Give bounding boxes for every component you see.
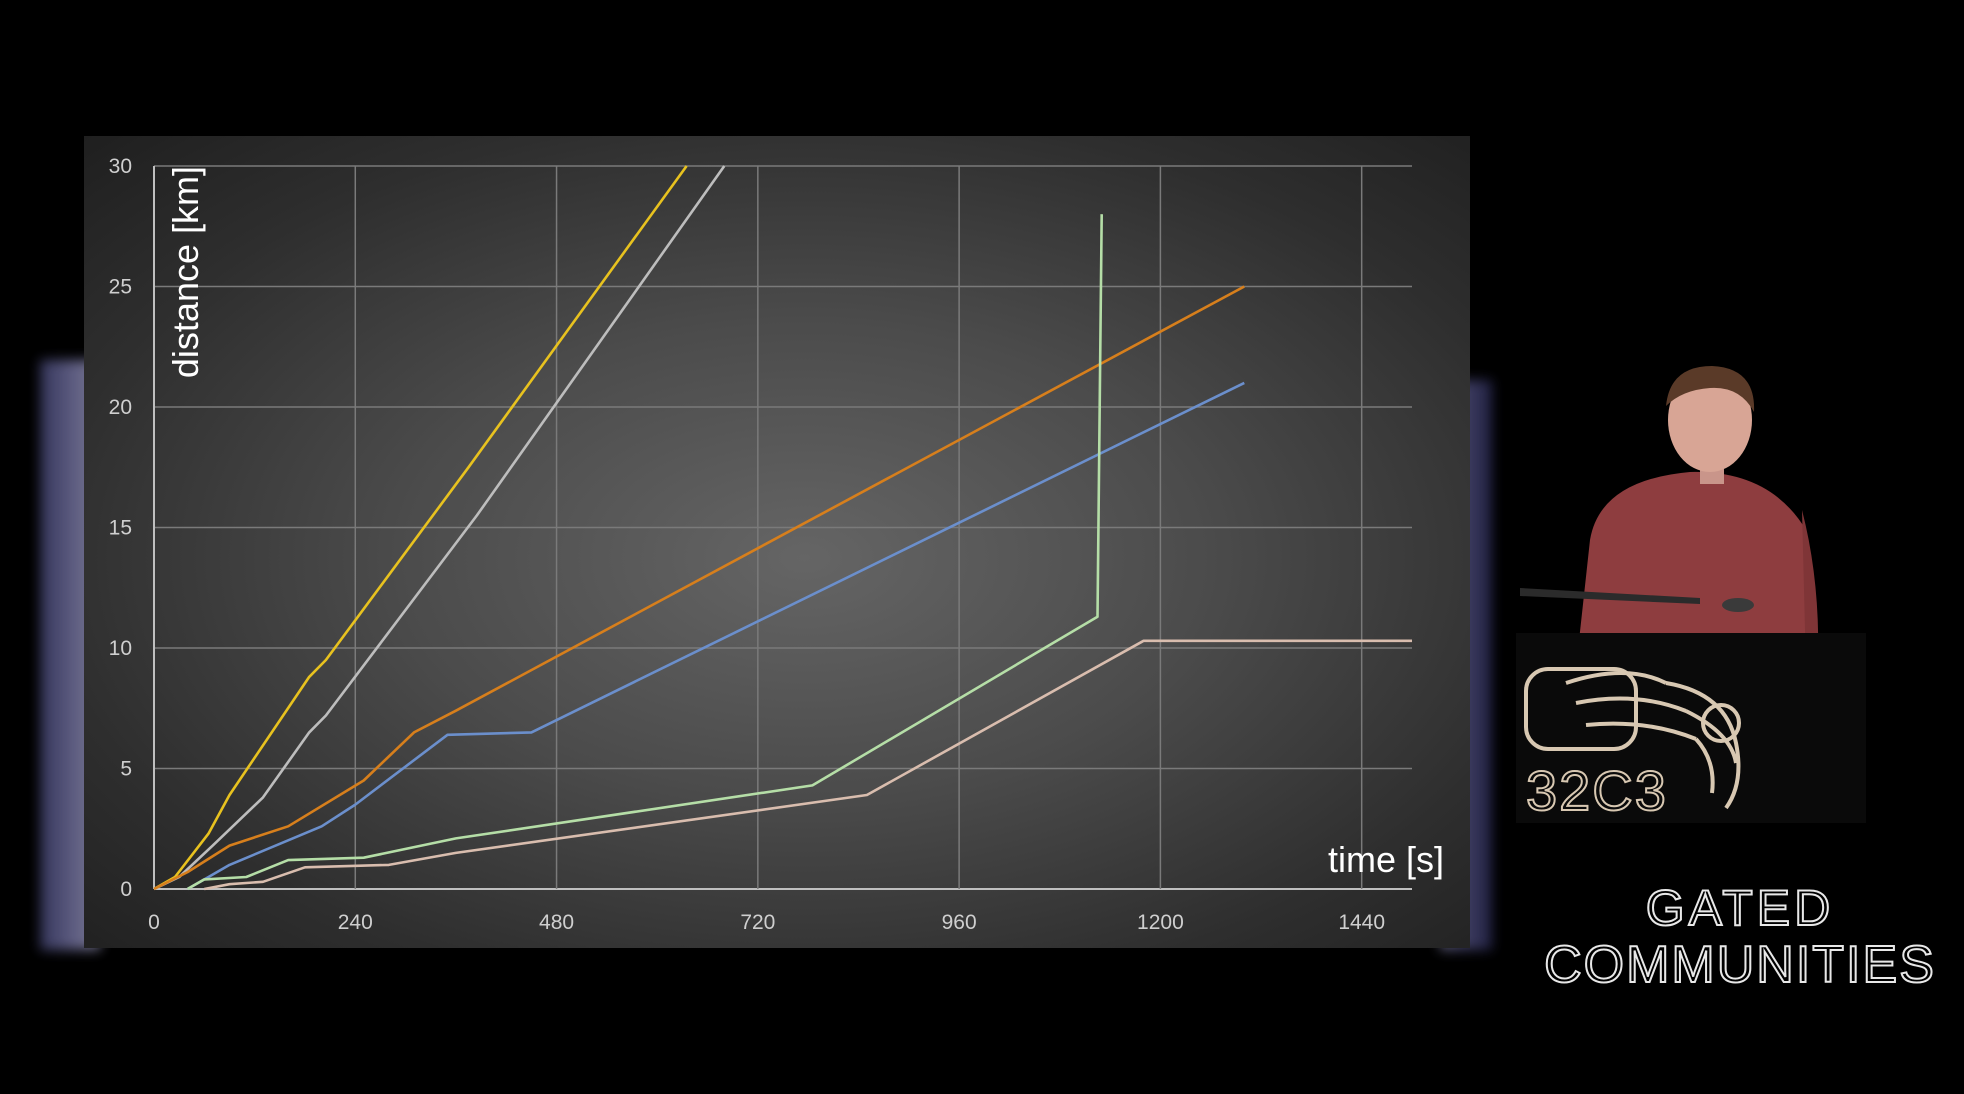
event-motto: GATED COMMUNITIES — [1540, 879, 1940, 995]
lectern — [1516, 633, 1866, 823]
series-line-2 — [153, 165, 726, 891]
series-line-3 — [153, 285, 1245, 891]
distance-time-chart: 0 5 10 15 20 25 30 0 240 480 720 960 1200 1440 time [… — [109, 155, 1444, 934]
chart-series — [153, 165, 1412, 891]
series-line-4 — [186, 381, 1245, 891]
y-tick-label: 5 — [120, 758, 132, 781]
motto-line-2: COMMUNITIES — [1543, 935, 1936, 995]
series-line-5 — [186, 214, 1103, 891]
x-tick-label: 1440 — [1338, 911, 1385, 934]
motto-line-1: GATED — [1645, 879, 1835, 937]
x-tick-label: 0 — [148, 911, 160, 934]
chart-slide: 0 5 10 15 20 25 30 0 240 480 720 960 1200 1440 time [… — [84, 136, 1470, 948]
y-axis-label: distance [km] — [165, 166, 206, 378]
y-tick-label: 10 — [109, 637, 132, 660]
chart-ticks: 0 5 10 15 20 25 30 0 240 480 720 960 1200 1440 — [109, 155, 1385, 934]
y-tick-label: 0 — [120, 878, 132, 901]
chart-grid — [153, 165, 1412, 890]
x-tick-label: 1200 — [1137, 911, 1184, 934]
series-line-6 — [204, 639, 1412, 891]
x-tick-label: 720 — [740, 911, 775, 934]
x-tick-label: 960 — [942, 911, 977, 934]
event-logo: 32C3 — [1525, 758, 1668, 823]
x-tick-label: 480 — [539, 911, 574, 934]
event-logo-artwork — [1524, 667, 1741, 810]
y-tick-label: 20 — [109, 396, 132, 419]
y-tick-label: 15 — [109, 517, 132, 540]
y-tick-label: 30 — [109, 155, 132, 178]
x-axis-label: time [s] — [1328, 839, 1444, 880]
x-tick-label: 240 — [338, 911, 373, 934]
y-tick-label: 25 — [109, 276, 132, 299]
series-line-1 — [153, 165, 688, 891]
